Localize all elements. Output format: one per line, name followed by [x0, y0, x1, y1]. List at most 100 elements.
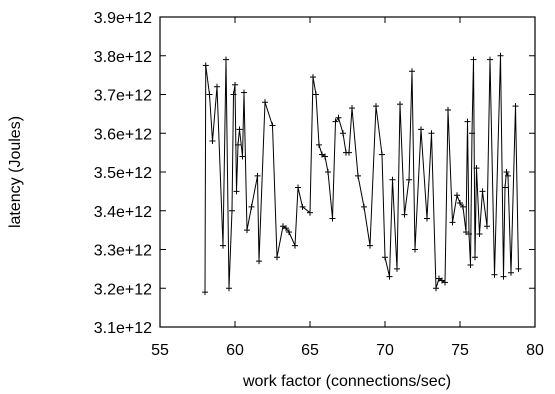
- data-point-marker: [233, 188, 240, 195]
- y-tick-label: 3.9e+12: [94, 10, 152, 27]
- series-line: [204, 55, 519, 293]
- data-point-marker: [256, 258, 262, 265]
- data-point-marker: [469, 130, 475, 137]
- data-point-marker: [299, 203, 306, 210]
- data-point-marker: [335, 114, 342, 121]
- y-tick-label: 3.3e+12: [94, 243, 152, 260]
- y-axis-label: latency (Joules): [7, 116, 24, 228]
- data-point-marker: [346, 149, 352, 156]
- y-tick-label: 3.6e+12: [94, 126, 152, 143]
- data-point-marker: [500, 273, 507, 280]
- y-tick-label: 3.5e+12: [94, 165, 152, 182]
- data-point-marker: [220, 242, 226, 249]
- data-point-marker: [460, 203, 466, 210]
- data-point-marker: [286, 229, 292, 236]
- data-point-marker: [386, 273, 393, 280]
- data-point-marker: [449, 219, 456, 226]
- data-point-marker: [241, 89, 247, 96]
- data-point-marker: [235, 141, 241, 148]
- data-point-marker: [236, 126, 243, 133]
- x-tick-label: 75: [451, 342, 469, 359]
- data-point-marker: [244, 227, 250, 234]
- data-point-marker: [332, 118, 339, 125]
- data-point-marker: [454, 192, 460, 199]
- data-point-marker: [515, 265, 522, 272]
- y-tick-label: 3.7e+12: [94, 88, 152, 105]
- data-point-marker: [394, 265, 400, 272]
- data-point-marker: [340, 130, 346, 137]
- data-point-marker: [491, 271, 498, 278]
- data-point-marker: [433, 285, 439, 292]
- data-point-marker: [232, 81, 238, 88]
- data-point-marker: [329, 215, 336, 222]
- data-point-marker: [349, 105, 355, 112]
- y-axis-ticks: 3.1e+12 3.2e+12 3.3e+12 3.4e+12 3.5e+12 3.6e+…: [94, 10, 535, 337]
- data-point-marker: [409, 68, 415, 75]
- plot-area: 55 60 65 70 75 80 3.1e+12 3.2e+12 3.3e+12 3.4e+1…: [94, 10, 544, 359]
- data-point-marker: [361, 203, 367, 210]
- data-point-marker: [470, 56, 477, 63]
- x-tick-label: 60: [226, 342, 244, 359]
- data-point-marker: [226, 285, 232, 292]
- data-point-marker: [379, 151, 385, 158]
- data-point-marker: [397, 101, 403, 108]
- x-tick-label: 65: [301, 342, 319, 359]
- data-point-marker: [254, 172, 261, 179]
- data-point-marker: [487, 56, 493, 63]
- data-point-marker: [406, 176, 412, 183]
- data-point-marker: [202, 62, 209, 69]
- data-point-marker: [248, 203, 255, 210]
- data-point-marker: [442, 279, 448, 286]
- data-point-marker: [202, 289, 208, 296]
- y-tick-label: 3.8e+12: [94, 49, 152, 66]
- data-point-marker: [467, 262, 474, 268]
- data-point-marker: [445, 107, 451, 113]
- data-point-marker: [476, 231, 483, 237]
- data-point-marker: [214, 83, 220, 90]
- data-point-marker: [206, 91, 213, 98]
- data-point-marker: [479, 188, 486, 195]
- data-point-marker: [373, 103, 379, 110]
- data-point-marker: [325, 169, 331, 175]
- data-point-marker: [428, 130, 435, 137]
- data-point-marker: [313, 91, 319, 98]
- data-point-marker: [230, 91, 237, 98]
- data-point-marker: [424, 215, 430, 222]
- x-tick-label: 80: [526, 342, 544, 359]
- data-point-marker: [503, 169, 510, 175]
- data-point-marker: [239, 153, 246, 160]
- data-point-marker: [512, 103, 519, 110]
- data-point-marker: [269, 122, 276, 129]
- data-point-marker: [466, 231, 472, 237]
- data-point-marker: [401, 211, 408, 218]
- data-point-marker: [322, 153, 328, 160]
- y-tick-label: 3.1e+12: [94, 320, 152, 337]
- data-point-marker: [472, 254, 478, 261]
- data-point-marker: [505, 172, 511, 179]
- x-axis-label: work factor (connections/sec): [242, 373, 451, 390]
- data-point-marker: [367, 242, 373, 249]
- data-point-marker: [418, 126, 424, 133]
- data-point-marker: [292, 242, 298, 249]
- series-layer: [202, 52, 522, 296]
- data-point-marker: [229, 207, 235, 214]
- data-point-marker: [508, 269, 514, 276]
- data-point-marker: [223, 56, 229, 63]
- x-tick-label: 70: [376, 342, 394, 359]
- data-point-marker: [310, 74, 316, 81]
- y-tick-label: 3.2e+12: [94, 281, 152, 298]
- data-point-marker: [355, 172, 361, 179]
- x-tick-label: 55: [151, 342, 169, 359]
- data-point-marker: [457, 200, 463, 206]
- data-point-marker: [262, 99, 268, 106]
- data-point-marker: [283, 225, 289, 232]
- data-point-marker: [502, 184, 508, 191]
- data-point-marker: [473, 165, 480, 172]
- data-point-marker: [484, 223, 490, 230]
- data-point-marker: [389, 176, 396, 183]
- plot-frame: [159, 16, 536, 328]
- data-point-marker: [316, 141, 322, 148]
- data-point-marker: [295, 184, 301, 191]
- y-tick-label: 3.4e+12: [94, 204, 152, 221]
